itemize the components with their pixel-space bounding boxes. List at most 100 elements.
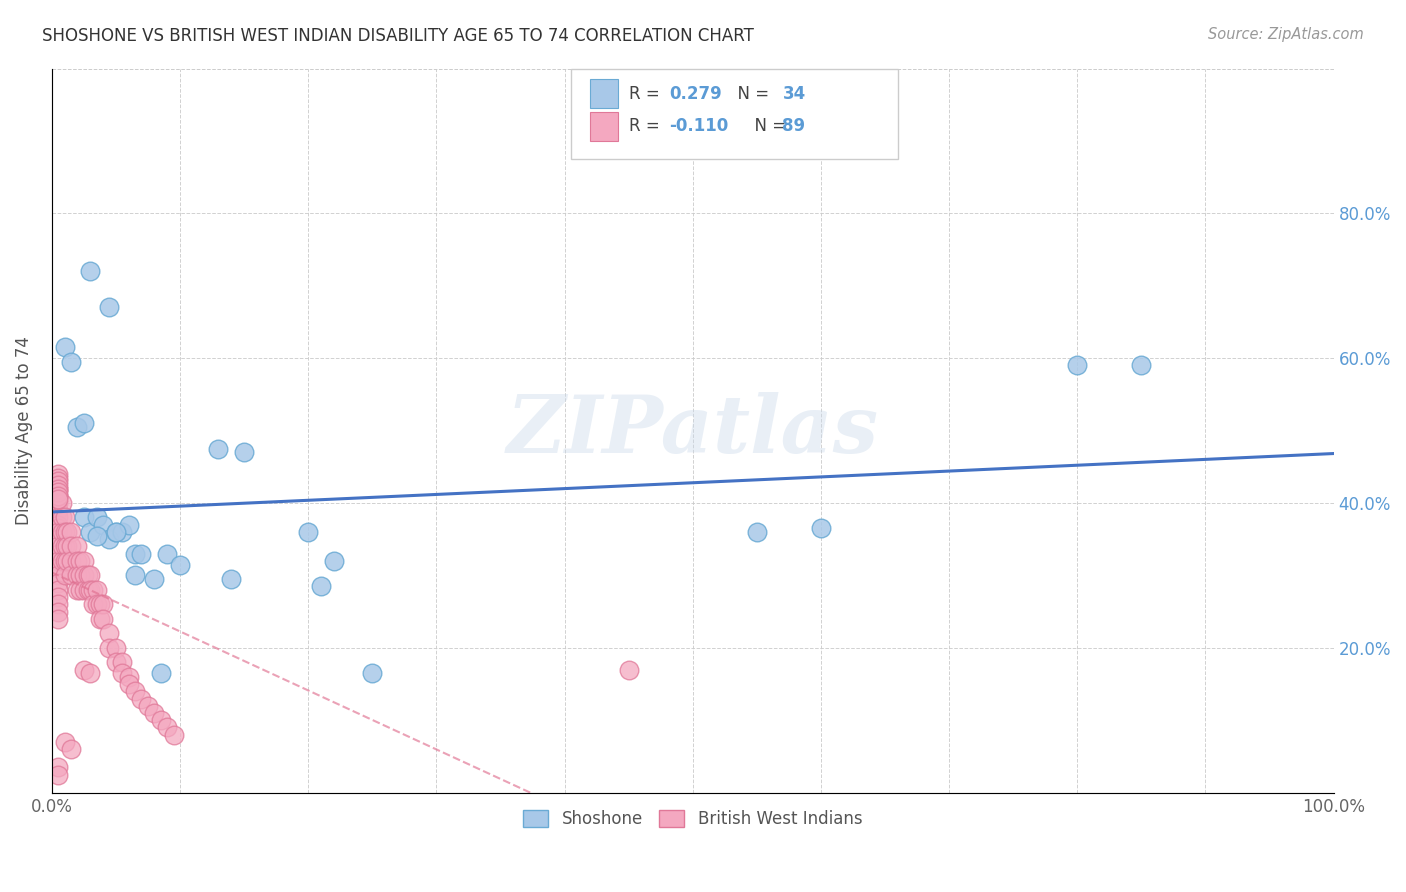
Point <box>46 503 69 517</box>
Point <box>46 470 69 484</box>
Point <box>51 524 73 539</box>
Text: N =: N = <box>744 118 792 136</box>
Point <box>46 489 69 503</box>
Point <box>89 612 111 626</box>
Point <box>46 561 69 575</box>
Point <box>169 558 191 572</box>
Point <box>59 540 82 554</box>
Point <box>56 524 79 539</box>
Point <box>46 532 69 546</box>
Point <box>46 568 69 582</box>
Text: -0.110: -0.110 <box>669 118 728 136</box>
Point <box>73 417 96 431</box>
Point <box>46 496 69 510</box>
Point <box>156 721 179 735</box>
Text: Source: ZipAtlas.com: Source: ZipAtlas.com <box>1208 27 1364 42</box>
Point <box>79 264 101 278</box>
Point <box>86 598 108 612</box>
Point <box>46 767 69 781</box>
Point <box>322 554 344 568</box>
Legend: Shoshone, British West Indians: Shoshone, British West Indians <box>516 804 869 835</box>
Point <box>46 582 69 597</box>
Point <box>59 742 82 756</box>
Point <box>73 554 96 568</box>
Point <box>46 612 69 626</box>
Point <box>98 640 121 655</box>
Point <box>53 340 76 354</box>
Point <box>118 670 141 684</box>
Point <box>53 510 76 524</box>
Point <box>131 691 153 706</box>
Point <box>219 572 242 586</box>
Point <box>46 590 69 604</box>
FancyBboxPatch shape <box>591 112 619 141</box>
Point <box>104 656 127 670</box>
Point <box>297 524 319 539</box>
Point <box>73 582 96 597</box>
Point <box>53 540 76 554</box>
Point <box>46 598 69 612</box>
Point <box>46 485 69 500</box>
Point <box>46 478 69 492</box>
Point <box>46 547 69 561</box>
Point <box>46 540 69 554</box>
FancyBboxPatch shape <box>571 69 898 159</box>
Point <box>79 568 101 582</box>
Point <box>46 492 69 507</box>
Point <box>810 521 832 535</box>
Point <box>111 656 134 670</box>
Point <box>56 540 79 554</box>
Point <box>56 554 79 568</box>
Point <box>86 582 108 597</box>
Point <box>46 467 69 481</box>
Point <box>46 575 69 590</box>
Point <box>79 582 101 597</box>
Point <box>66 568 89 582</box>
Point <box>73 663 96 677</box>
Text: SHOSHONE VS BRITISH WEST INDIAN DISABILITY AGE 65 TO 74 CORRELATION CHART: SHOSHONE VS BRITISH WEST INDIAN DISABILI… <box>42 27 754 45</box>
Point <box>69 554 91 568</box>
Point <box>46 605 69 619</box>
Point <box>149 666 172 681</box>
Point <box>69 582 91 597</box>
Point <box>118 677 141 691</box>
Text: R =: R = <box>628 118 665 136</box>
Point <box>104 524 127 539</box>
Point <box>124 568 146 582</box>
Point <box>91 517 114 532</box>
Point <box>233 445 256 459</box>
Point <box>79 666 101 681</box>
Point <box>156 547 179 561</box>
Point <box>89 598 111 612</box>
Point <box>86 528 108 542</box>
Point <box>617 663 640 677</box>
Y-axis label: Disability Age 65 to 74: Disability Age 65 to 74 <box>15 336 32 525</box>
Point <box>1066 359 1088 373</box>
Point <box>46 760 69 774</box>
Point <box>104 524 127 539</box>
FancyBboxPatch shape <box>591 79 619 108</box>
Point <box>51 496 73 510</box>
Point <box>143 706 166 720</box>
Point <box>361 666 384 681</box>
Point <box>53 568 76 582</box>
Point <box>53 554 76 568</box>
Point <box>46 554 69 568</box>
Point <box>51 554 73 568</box>
Point <box>91 612 114 626</box>
Point <box>46 489 69 503</box>
Text: 0.279: 0.279 <box>669 85 723 103</box>
Point <box>79 524 101 539</box>
Point <box>46 521 69 535</box>
Point <box>162 728 184 742</box>
Text: N =: N = <box>727 85 775 103</box>
Point <box>118 517 141 532</box>
Point <box>69 568 91 582</box>
Point <box>98 532 121 546</box>
Point <box>149 713 172 727</box>
Point <box>124 684 146 698</box>
Point <box>136 698 159 713</box>
Point <box>46 524 69 539</box>
Point <box>98 301 121 315</box>
Point <box>745 524 768 539</box>
